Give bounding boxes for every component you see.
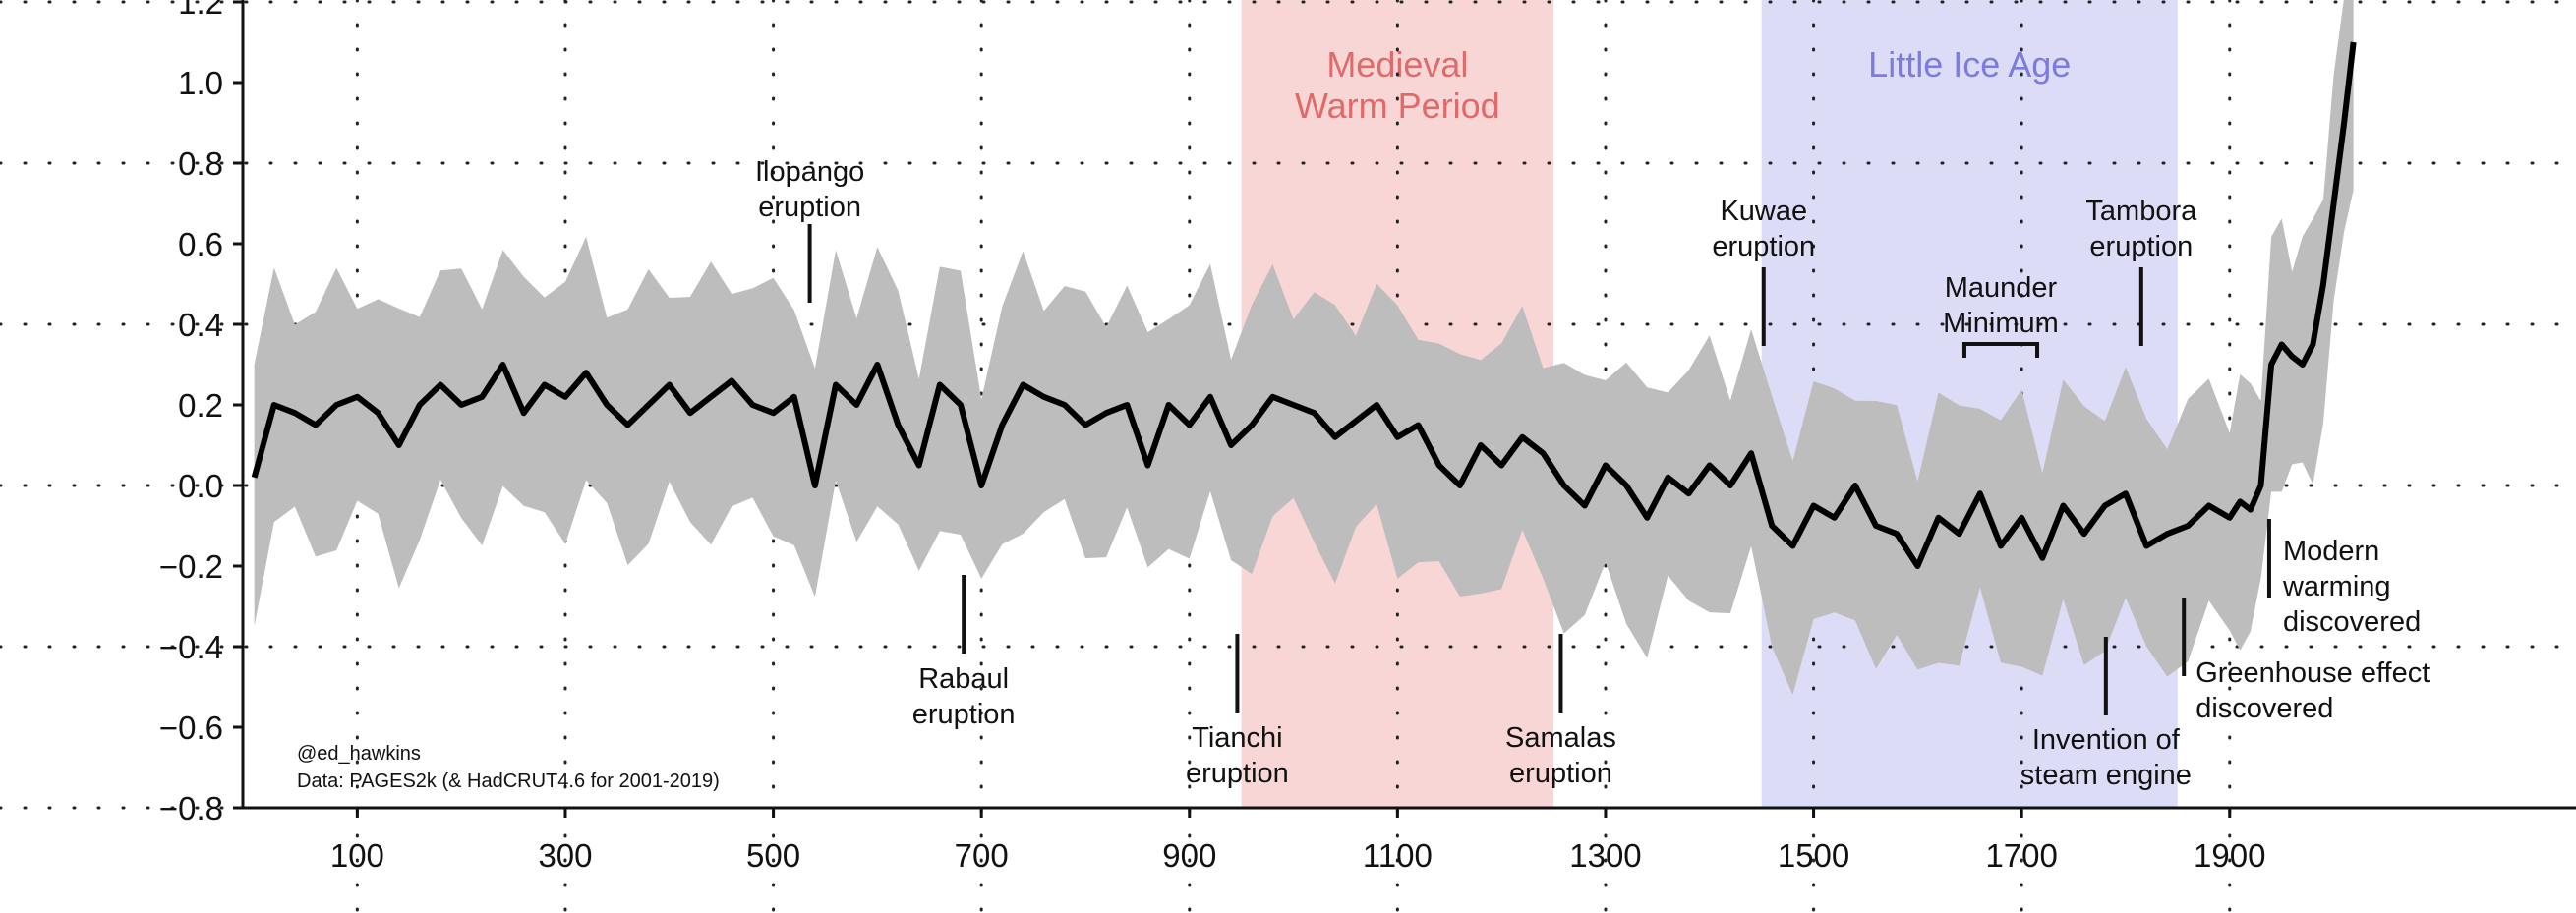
annotations: Ilopango eruption Rabaul eruption Tianchi eru… [755, 156, 2430, 791]
annotation-label: eruption [1186, 758, 1289, 789]
x-tick-label: 500 [746, 837, 800, 874]
y-tick-label: 0.8 [178, 145, 223, 182]
x-tick-label: 1700 [1985, 837, 2057, 874]
annotation-label: eruption [2089, 231, 2193, 262]
y-tick-label: 0.2 [178, 387, 223, 424]
annotation-label: Greenhouse effect [2195, 657, 2430, 689]
y-tick-label: 0.0 [178, 468, 223, 504]
series-lines [251, 41, 2357, 569]
annotation-label: warming [2282, 571, 2391, 602]
annotation-label: discovered [2283, 606, 2421, 638]
x-tick-label: 1900 [2194, 837, 2265, 874]
y-tick-label: 0.6 [178, 226, 223, 262]
annotation-label: eruption [912, 699, 1016, 730]
credit-text: @ed_hawkins [297, 743, 421, 765]
annotation-label: steam engine [2020, 760, 2192, 791]
uncertainty-band [254, 0, 2354, 695]
axes: −0.8 −0.6 −0.4 −0.2 0.0 0.2 0.4 0.6 0.8 1.0 1.2 100… [159, 0, 2576, 874]
temperature-line [251, 41, 2357, 569]
annotation-label: Samalas [1505, 722, 1616, 754]
uncertainty-band-area [254, 0, 2354, 695]
period-label: Warm Period [1295, 86, 1500, 126]
annotation-label: Tambora [2085, 196, 2197, 227]
y-tick-label: −0.6 [159, 710, 223, 746]
annotation-label: Maunder [1945, 272, 2058, 304]
credit: @ed_hawkins Data: PAGES2k (& HadCRUT4.6 f… [297, 743, 720, 792]
x-tick-label: 100 [330, 837, 384, 874]
annotation-label: Kuwae [1720, 196, 1807, 227]
annotation-label: Rabaul [918, 663, 1009, 695]
annotation-label: Tianchi [1192, 722, 1282, 754]
x-tick-label: 1100 [1363, 837, 1433, 874]
annotation-label: eruption [1509, 758, 1612, 789]
credit-text: Data: PAGES2k (& HadCRUT4.6 for 2001-201… [297, 770, 720, 792]
y-tick-label: 1.2 [178, 0, 223, 21]
x-tick-label: 1300 [1569, 837, 1641, 874]
x-tick-label: 300 [538, 837, 592, 874]
annotation-label: eruption [758, 192, 861, 223]
y-tick-label: 0.4 [178, 307, 223, 343]
y-tick-label: −0.4 [159, 629, 223, 665]
y-tick-label: −0.8 [159, 790, 223, 827]
annotation-label: Minimum [1943, 308, 2059, 339]
x-tick-label: 900 [1162, 837, 1216, 874]
annotation-label: Ilopango [755, 156, 864, 188]
annotation-label: Modern [2283, 536, 2379, 567]
annotation-bracket [1961, 342, 2040, 358]
y-tick-label: 1.0 [178, 65, 223, 101]
x-tick-label: 1500 [1778, 837, 1849, 874]
period-label: Little Ice Age [1868, 44, 2071, 85]
annotation-label: discovered [2195, 693, 2333, 724]
y-tick-label: −0.2 [159, 548, 223, 585]
x-tick-label: 700 [955, 837, 1009, 874]
annotation-label: eruption [1712, 231, 1815, 262]
annotation-label: Invention of [2032, 724, 2181, 756]
